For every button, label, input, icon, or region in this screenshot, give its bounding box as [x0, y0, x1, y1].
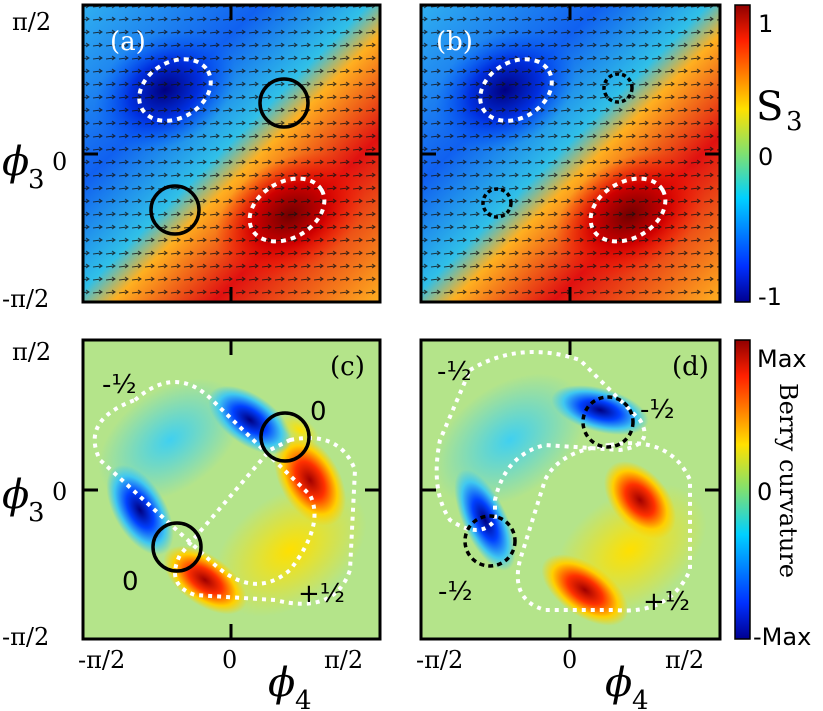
panel-b-ellipse-lower: [588, 176, 668, 244]
svg-text:3: 3: [28, 165, 45, 195]
svg-text:ϕ: ϕ: [2, 472, 29, 518]
y-tick-top-max: π/2: [12, 8, 51, 36]
panel-a-ellipse-upper: [137, 57, 213, 123]
colorbar-berry-tick-min: -Max: [753, 623, 811, 651]
panel-c-charge-lower-left: 0: [122, 567, 139, 597]
panel-d-contour-lower: [515, 441, 692, 613]
panel-b-label: (b): [436, 27, 473, 57]
panel-d-charge-lower-right: +½: [643, 587, 690, 617]
x-axis-label-right: ϕ 4: [605, 660, 649, 711]
y-tick-bottom-max: π/2: [12, 338, 51, 366]
panel-a-circle-upper: [258, 77, 310, 129]
panel-b: [421, 5, 720, 302]
panel-c-circle-lower: [151, 521, 203, 573]
y-axis-label-top: ϕ 3: [2, 139, 45, 195]
panel-c-charge-upper-right: 0: [310, 397, 327, 427]
colorbar-s3-tick-max: 1: [758, 10, 773, 38]
y-axis-label-bottom: ϕ 3: [2, 472, 45, 528]
svg-text:4: 4: [295, 686, 312, 711]
y-tick-bottom-zero: 0: [52, 478, 67, 506]
panel-d: [421, 340, 720, 639]
x-tick-left-max: π/2: [324, 646, 363, 674]
colorbar-s3-gradient: [734, 4, 751, 303]
panel-c-circle-upper: [259, 411, 311, 463]
panel-c: [83, 340, 380, 639]
x-tick-right-zero: 0: [562, 646, 577, 674]
colorbar-berry-gradient: [734, 339, 751, 640]
y-tick-bottom-min: -π/2: [2, 623, 49, 651]
panel-b-circle-lower: [481, 187, 513, 219]
svg-text:3: 3: [28, 498, 45, 528]
x-tick-right-min: -π/2: [416, 646, 463, 674]
colorbar-s3: 1 0 -1 S 3: [734, 4, 803, 311]
x-tick-left-min: -π/2: [78, 646, 125, 674]
y-tick-top-zero: 0: [52, 148, 67, 176]
svg-text:ϕ: ϕ: [2, 139, 29, 185]
svg-text:ϕ: ϕ: [605, 660, 632, 706]
colorbar-s3-tick-min: -1: [758, 283, 782, 311]
panel-d-contour-upper: [434, 350, 647, 532]
colorbar-s3-tick-zero: 0: [758, 143, 773, 171]
panel-a: [83, 5, 380, 302]
colorbar-berry: Max 0 -Max Berry curvature: [734, 339, 811, 651]
y-tick-top-min: -π/2: [2, 285, 49, 313]
panel-c-contour-lower: [173, 436, 358, 606]
panel-a-circle-lower: [149, 184, 201, 236]
panel-a-label: (a): [110, 27, 146, 57]
x-tick-right-max: π/2: [665, 646, 704, 674]
panel-a-vector-field: [83, 5, 380, 302]
panel-d-charge-upper-right: -½: [640, 395, 675, 425]
svg-text:4: 4: [632, 686, 649, 711]
colorbar-berry-title: Berry curvature: [774, 383, 802, 578]
panel-a-ellipse-lower: [247, 176, 327, 244]
panel-b-vector-field: [421, 5, 720, 302]
panel-d-charge-upper-left: -½: [437, 357, 472, 387]
x-tick-left-zero: 0: [222, 646, 237, 674]
svg-text:ϕ: ϕ: [268, 660, 295, 706]
panel-c-label: (c): [330, 352, 365, 382]
colorbar-berry-tick-zero: 0: [757, 478, 772, 506]
panel-c-charge-lower-right: +½: [298, 579, 345, 609]
tick-marks: [83, 5, 720, 639]
panel-b-circle-upper: [602, 72, 634, 104]
panel-d-circle-upper: [581, 395, 635, 449]
panel-d-label: (d): [672, 352, 709, 382]
svg-text:3: 3: [786, 107, 803, 137]
panel-c-charge-upper-left: -½: [102, 370, 137, 400]
svg-text:S: S: [756, 84, 783, 130]
x-axis-label-left: ϕ 4: [268, 660, 312, 711]
colorbar-berry-tick-max: Max: [757, 345, 807, 373]
panel-d-charge-lower-left: -½: [438, 577, 473, 607]
colorbar-s3-title: S 3: [756, 84, 803, 137]
panel-d-circle-lower: [463, 514, 517, 568]
